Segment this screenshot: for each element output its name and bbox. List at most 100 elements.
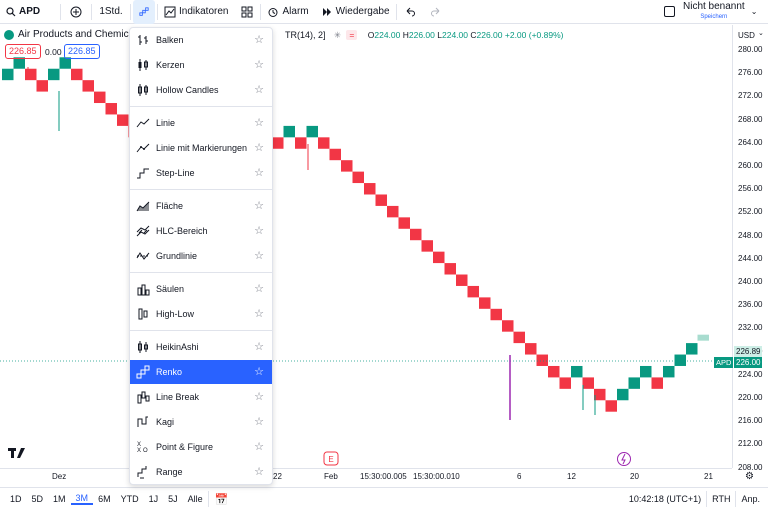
undo-button[interactable] bbox=[397, 0, 423, 24]
axis-settings-icon[interactable]: ⚙ bbox=[745, 471, 754, 482]
favorite-star-icon[interactable]: ☆ bbox=[254, 142, 264, 154]
time-tick: 6 bbox=[517, 472, 522, 481]
currency-label[interactable]: USD bbox=[738, 31, 755, 40]
renko-brick bbox=[421, 240, 433, 252]
menu-item-bars[interactable]: Balken ☆ bbox=[130, 28, 272, 52]
compare-button[interactable] bbox=[61, 0, 91, 24]
menu-item-hlc-area[interactable]: HLC-Bereich ☆ bbox=[130, 219, 272, 243]
buy-button[interactable]: 226.85 bbox=[64, 44, 100, 59]
ohlc-values: TR(14), 2] ✳ = O224.00 H226.00 L224.00 C… bbox=[285, 30, 563, 41]
renko-brick bbox=[594, 388, 606, 401]
favorite-star-icon[interactable]: ☆ bbox=[254, 167, 264, 179]
favorite-star-icon[interactable]: ☆ bbox=[254, 416, 264, 428]
hlc-area-icon bbox=[136, 224, 150, 238]
toolbar-divider bbox=[207, 491, 209, 507]
last-price-badge: 226.00 bbox=[734, 357, 763, 368]
price-tick: 252.00 bbox=[738, 207, 763, 217]
favorite-star-icon[interactable]: ☆ bbox=[254, 200, 264, 212]
renko-brick bbox=[352, 171, 364, 184]
favorite-star-icon[interactable]: ☆ bbox=[254, 250, 264, 262]
favorite-star-icon[interactable]: ☆ bbox=[254, 34, 264, 46]
favorite-star-icon[interactable]: ☆ bbox=[254, 117, 264, 129]
menu-item-high-low[interactable]: High-Low ☆ bbox=[130, 302, 272, 326]
interval-button[interactable]: 1Std. bbox=[99, 6, 123, 17]
svg-text:X: X bbox=[137, 442, 141, 448]
menu-item-label: Kagi bbox=[156, 417, 175, 427]
replay-button[interactable]: Wiedergabe bbox=[315, 0, 396, 24]
favorite-star-icon[interactable]: ☆ bbox=[254, 308, 264, 320]
range-1d[interactable]: 1D bbox=[10, 494, 22, 504]
legend-title[interactable]: Air Products and Chemic bbox=[18, 29, 129, 40]
line-markers-icon bbox=[136, 141, 150, 155]
menu-item-kagi[interactable]: Kagi ☆ bbox=[130, 410, 272, 434]
renko-brick bbox=[318, 137, 330, 149]
chart-canvas[interactable]: E bbox=[0, 25, 732, 482]
menu-item-baseline[interactable]: Grundlinie ☆ bbox=[130, 244, 272, 268]
menu-item-renko[interactable]: Renko ☆ bbox=[130, 360, 272, 384]
symbol-search-button[interactable]: APD bbox=[0, 0, 60, 24]
favorite-star-icon[interactable]: ☆ bbox=[254, 225, 264, 237]
menu-item-hollow-candles[interactable]: Hollow Candles ☆ bbox=[130, 78, 272, 102]
toolbar-divider bbox=[260, 3, 262, 20]
menu-item-range[interactable]: Range ☆ bbox=[130, 460, 272, 484]
menu-item-point-figure[interactable]: X O X Point & Figure ☆ bbox=[130, 435, 272, 459]
menu-item-line-markers[interactable]: Linie mit Markierungen ☆ bbox=[130, 136, 272, 160]
range-all[interactable]: Alle bbox=[187, 494, 203, 504]
clock[interactable]: 10:42:18 (UTC+1) bbox=[628, 494, 702, 504]
price-tick: 248.00 bbox=[738, 230, 763, 240]
menu-item-columns[interactable]: Säulen ☆ bbox=[130, 277, 272, 301]
time-tick: 15:30:00.010 bbox=[413, 472, 460, 481]
range-5d[interactable]: 5D bbox=[31, 494, 44, 504]
tradingview-logo bbox=[8, 448, 25, 458]
menu-item-candles[interactable]: Kerzen ☆ bbox=[130, 53, 272, 77]
renko-brick bbox=[13, 57, 25, 69]
high-value: 226.00 bbox=[408, 30, 435, 40]
settings-icon[interactable]: ✳ bbox=[333, 30, 342, 40]
range-1m[interactable]: 1M bbox=[53, 494, 66, 504]
menu-item-line[interactable]: Linie ☆ bbox=[130, 111, 272, 135]
renko-brick bbox=[283, 125, 295, 138]
favorite-star-icon[interactable]: ☆ bbox=[254, 59, 264, 71]
calendar-icon[interactable]: 📅 bbox=[214, 493, 229, 506]
range-6m[interactable]: 6M bbox=[98, 494, 111, 504]
menu-item-area[interactable]: Fläche ☆ bbox=[130, 194, 272, 218]
heikin-ashi-icon bbox=[136, 340, 150, 354]
undo-icon bbox=[406, 7, 415, 16]
kagi-icon bbox=[136, 415, 150, 429]
layouts-button[interactable] bbox=[234, 0, 260, 24]
adjust-button[interactable]: Anp. bbox=[741, 494, 760, 504]
range-ytd[interactable]: YTD bbox=[120, 494, 139, 504]
renko-brick bbox=[617, 388, 629, 401]
price-tick: 264.00 bbox=[738, 137, 763, 147]
favorite-star-icon[interactable]: ☆ bbox=[254, 441, 264, 453]
menu-item-line-break[interactable]: Line Break ☆ bbox=[130, 385, 272, 409]
dividend-marker-icon[interactable] bbox=[617, 452, 631, 466]
indicators-button[interactable]: Indikatoren bbox=[158, 0, 234, 24]
range-5y[interactable]: 5J bbox=[168, 494, 178, 504]
menu-item-step-line[interactable]: Step-Line ☆ bbox=[130, 161, 272, 185]
renko-brick bbox=[2, 68, 14, 81]
remove-icon[interactable]: = bbox=[346, 30, 358, 40]
sell-button[interactable]: 226.85 bbox=[5, 44, 41, 59]
layout-select[interactable]: Nicht benannt Speichern ⌄ bbox=[658, 0, 768, 24]
earnings-marker-icon[interactable]: E bbox=[323, 451, 339, 466]
favorite-star-icon[interactable]: ☆ bbox=[254, 341, 264, 353]
favorite-star-icon[interactable]: ☆ bbox=[254, 391, 264, 403]
price-tick: 272.00 bbox=[738, 91, 763, 101]
range-1y[interactable]: 1J bbox=[148, 494, 159, 504]
favorite-star-icon[interactable]: ☆ bbox=[254, 283, 264, 295]
menu-item-label: Grundlinie bbox=[156, 251, 198, 261]
price-tick: 216.00 bbox=[738, 416, 763, 426]
favorite-star-icon[interactable]: ☆ bbox=[254, 366, 264, 378]
range-3m[interactable]: 3M bbox=[70, 493, 94, 505]
price-axis[interactable]: USD ⌄ 280.00 276.00 272.00 268.00 264.00 260.… bbox=[732, 25, 768, 472]
alarm-button[interactable]: Alarm bbox=[261, 0, 314, 24]
renko-brick bbox=[686, 343, 698, 355]
session-button[interactable]: RTH bbox=[712, 494, 731, 504]
favorite-star-icon[interactable]: ☆ bbox=[254, 84, 264, 96]
redo-button[interactable] bbox=[423, 0, 449, 24]
chart-type-button[interactable] bbox=[133, 0, 155, 24]
menu-item-heikin-ashi[interactable]: HeikinAshi ☆ bbox=[130, 335, 272, 359]
favorite-star-icon[interactable]: ☆ bbox=[254, 466, 264, 478]
time-axis[interactable]: Dez 22 Feb 15:30:00.005 15:30:00.010 6 1… bbox=[0, 468, 732, 484]
